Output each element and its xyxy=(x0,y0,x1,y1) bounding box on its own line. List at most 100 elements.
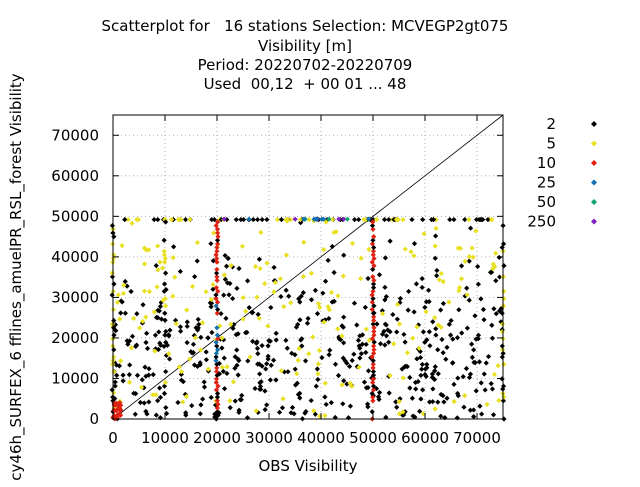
data-point xyxy=(427,343,433,349)
data-point xyxy=(144,345,151,352)
data-point xyxy=(167,327,173,333)
x-tick-label: 50000 xyxy=(349,429,397,447)
data-point xyxy=(415,322,422,328)
data-point xyxy=(219,335,225,341)
data-point xyxy=(120,372,126,378)
data-point xyxy=(369,292,375,298)
data-point xyxy=(271,264,277,271)
data-point xyxy=(469,354,475,361)
data-point xyxy=(417,408,423,414)
data-point xyxy=(184,307,190,313)
data-point xyxy=(347,380,353,386)
data-point xyxy=(355,337,362,344)
y-tick-label: 70000 xyxy=(51,126,99,144)
data-point xyxy=(215,230,221,236)
data-point xyxy=(464,285,470,291)
data-point xyxy=(456,307,462,313)
data-point xyxy=(363,341,369,348)
data-point xyxy=(195,327,201,333)
data-point xyxy=(146,399,152,405)
data-point xyxy=(424,361,430,368)
data-point xyxy=(312,287,319,293)
data-point xyxy=(331,269,337,276)
data-point xyxy=(222,252,228,259)
data-point xyxy=(276,409,283,415)
data-point xyxy=(370,368,377,375)
data-point xyxy=(433,225,439,232)
data-point xyxy=(160,265,166,271)
data-point xyxy=(444,344,450,351)
data-point xyxy=(109,270,115,276)
data-point xyxy=(163,404,169,411)
data-point xyxy=(422,339,428,345)
data-point xyxy=(183,393,190,400)
data-point xyxy=(349,357,355,364)
data-point xyxy=(213,270,220,276)
data-point xyxy=(446,299,452,305)
data-point xyxy=(153,346,159,352)
data-point xyxy=(265,353,271,359)
data-point xyxy=(370,361,376,367)
data-point xyxy=(472,313,478,319)
data-point xyxy=(412,414,418,420)
data-point xyxy=(385,327,391,333)
data-point xyxy=(471,347,477,353)
data-point xyxy=(370,248,377,254)
data-point xyxy=(496,254,502,261)
data-point xyxy=(400,375,406,381)
data-point xyxy=(419,276,425,282)
data-point xyxy=(300,290,306,296)
data-point xyxy=(162,255,168,262)
data-point xyxy=(278,216,285,223)
data-point xyxy=(113,402,119,408)
data-point xyxy=(470,254,476,260)
data-point xyxy=(382,297,388,303)
data-point xyxy=(499,328,505,335)
data-point xyxy=(120,290,127,296)
data-point xyxy=(157,340,163,346)
data-point xyxy=(270,357,277,363)
data-point xyxy=(296,345,302,352)
data-point xyxy=(169,216,175,223)
data-point xyxy=(387,238,393,244)
data-point xyxy=(496,397,502,404)
data-point xyxy=(112,395,118,402)
data-point xyxy=(140,302,146,308)
data-point xyxy=(125,216,131,223)
data-point xyxy=(151,216,157,223)
data-point xyxy=(219,345,225,351)
data-point xyxy=(407,385,413,391)
data-point xyxy=(247,354,253,360)
data-point xyxy=(262,407,268,413)
data-point xyxy=(170,255,176,261)
data-point xyxy=(434,267,440,274)
data-point xyxy=(496,308,503,314)
data-point xyxy=(473,388,479,394)
diagonal-line xyxy=(112,114,504,420)
data-point xyxy=(363,385,370,391)
data-point xyxy=(459,330,465,336)
data-point xyxy=(501,361,507,367)
data-point xyxy=(205,335,211,341)
data-point xyxy=(365,368,372,374)
data-point xyxy=(283,337,289,343)
data-point xyxy=(116,410,123,417)
data-point xyxy=(393,216,399,223)
data-point xyxy=(213,339,219,345)
data-point xyxy=(239,243,246,249)
data-point xyxy=(447,216,453,223)
data-point xyxy=(361,379,368,385)
data-point xyxy=(238,216,244,223)
data-point xyxy=(320,290,326,296)
data-point xyxy=(298,337,304,343)
data-point xyxy=(422,371,428,378)
data-point xyxy=(451,398,457,405)
data-point xyxy=(379,311,386,317)
data-point xyxy=(192,274,198,280)
data-point xyxy=(214,277,220,283)
data-point xyxy=(228,321,234,327)
data-point xyxy=(500,303,507,309)
data-point xyxy=(322,394,328,400)
data-point xyxy=(369,409,375,415)
data-point xyxy=(219,364,225,370)
